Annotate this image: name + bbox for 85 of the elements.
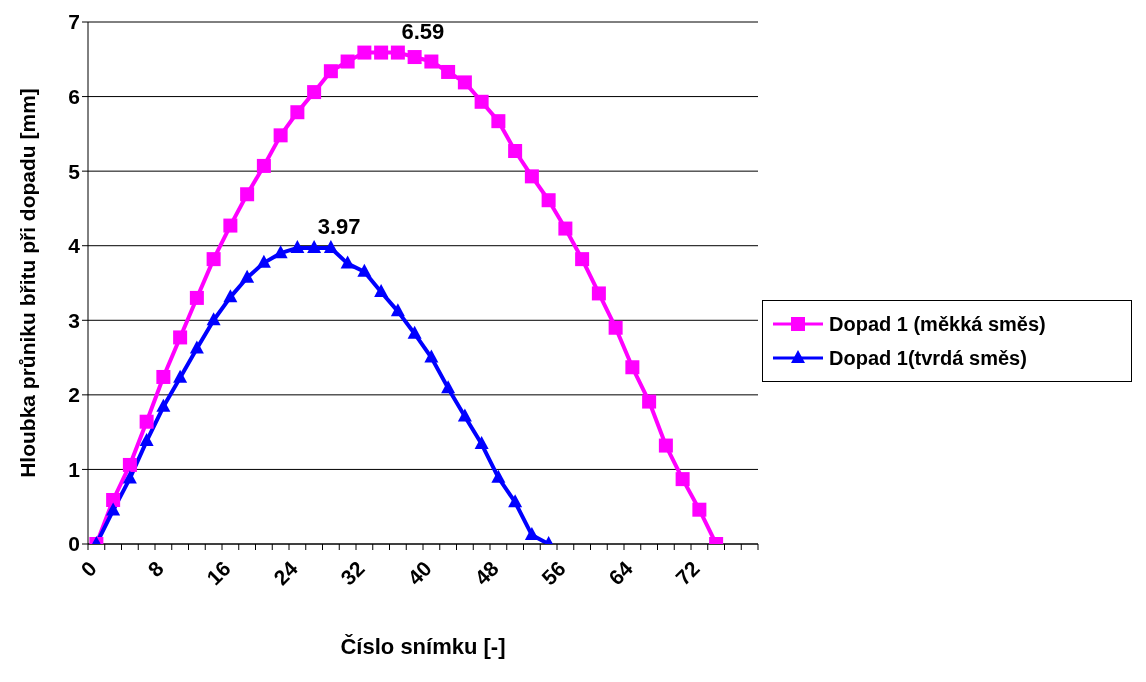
point bbox=[206, 252, 221, 267]
point bbox=[407, 325, 422, 339]
annotation: 3.97 bbox=[317, 213, 361, 239]
point bbox=[424, 54, 439, 69]
point bbox=[675, 472, 690, 487]
x-tick-label: 40 bbox=[402, 556, 436, 590]
point bbox=[173, 369, 188, 383]
point bbox=[340, 255, 355, 269]
y-tick-label: 4 bbox=[68, 234, 81, 258]
x-tick-label: 48 bbox=[469, 556, 503, 590]
point bbox=[307, 85, 322, 100]
point bbox=[508, 144, 523, 159]
point bbox=[524, 169, 539, 184]
point bbox=[491, 469, 506, 483]
point bbox=[173, 330, 188, 345]
point bbox=[189, 290, 204, 305]
point bbox=[189, 340, 204, 354]
y-tick-label: 3 bbox=[68, 308, 80, 332]
point bbox=[122, 457, 137, 472]
point bbox=[658, 438, 673, 453]
point bbox=[206, 312, 221, 326]
x-tick-label: 72 bbox=[670, 556, 704, 590]
point bbox=[390, 303, 405, 317]
point bbox=[290, 105, 305, 120]
x-tick-label: 8 bbox=[143, 556, 168, 581]
point bbox=[273, 245, 288, 259]
point bbox=[457, 75, 472, 90]
point bbox=[424, 349, 439, 363]
y-tick-label: 1 bbox=[68, 457, 81, 481]
point bbox=[357, 263, 372, 277]
point bbox=[106, 493, 121, 507]
point bbox=[240, 187, 255, 202]
point bbox=[692, 502, 707, 517]
y-tick-label: 7 bbox=[68, 10, 80, 34]
point bbox=[524, 527, 539, 541]
point bbox=[273, 128, 288, 143]
annotation: 6.59 bbox=[401, 18, 445, 44]
point bbox=[323, 239, 338, 253]
point bbox=[441, 64, 456, 79]
x-tick-label: 24 bbox=[268, 556, 302, 590]
point bbox=[223, 289, 238, 303]
point bbox=[139, 433, 154, 447]
point bbox=[491, 114, 506, 129]
point bbox=[474, 436, 489, 450]
point bbox=[575, 252, 590, 267]
point bbox=[256, 158, 271, 173]
y-tick-label: 6 bbox=[68, 85, 80, 109]
point bbox=[591, 286, 606, 301]
y-tick-label: 2 bbox=[68, 383, 80, 407]
point bbox=[256, 254, 271, 268]
x-tick-label: 32 bbox=[335, 556, 369, 590]
point bbox=[374, 45, 389, 60]
point bbox=[122, 470, 137, 484]
point bbox=[625, 360, 640, 375]
point bbox=[541, 193, 556, 208]
x-tick-label: 16 bbox=[201, 556, 235, 590]
point bbox=[323, 64, 338, 79]
point bbox=[474, 94, 489, 109]
x-tick-label: 56 bbox=[536, 556, 570, 590]
x-axis-title: Číslo snímku [-] bbox=[340, 634, 506, 659]
point bbox=[240, 269, 255, 283]
point bbox=[407, 50, 422, 65]
x-tick-label: 64 bbox=[603, 556, 637, 590]
legend-label: Dopad 1(tvrdá směs) bbox=[829, 346, 1027, 370]
point bbox=[156, 398, 171, 412]
point bbox=[156, 369, 171, 384]
point bbox=[441, 380, 456, 394]
point bbox=[558, 221, 573, 236]
point bbox=[357, 45, 372, 60]
point bbox=[290, 239, 305, 253]
point bbox=[608, 320, 623, 335]
point bbox=[390, 45, 405, 60]
y-tick-label: 5 bbox=[68, 159, 81, 183]
point bbox=[340, 54, 355, 69]
legend-label: Dopad 1 (měkká směs) bbox=[829, 312, 1046, 336]
point bbox=[223, 218, 238, 233]
point bbox=[139, 414, 154, 429]
y-axis-title: Hloubka průniku břitu při dopadu [mm] bbox=[16, 88, 40, 478]
point bbox=[374, 283, 389, 297]
point bbox=[307, 239, 322, 253]
point bbox=[457, 408, 472, 422]
point bbox=[508, 494, 523, 508]
point bbox=[106, 502, 121, 516]
point bbox=[642, 394, 657, 409]
y-tick-label: 0 bbox=[68, 532, 80, 556]
